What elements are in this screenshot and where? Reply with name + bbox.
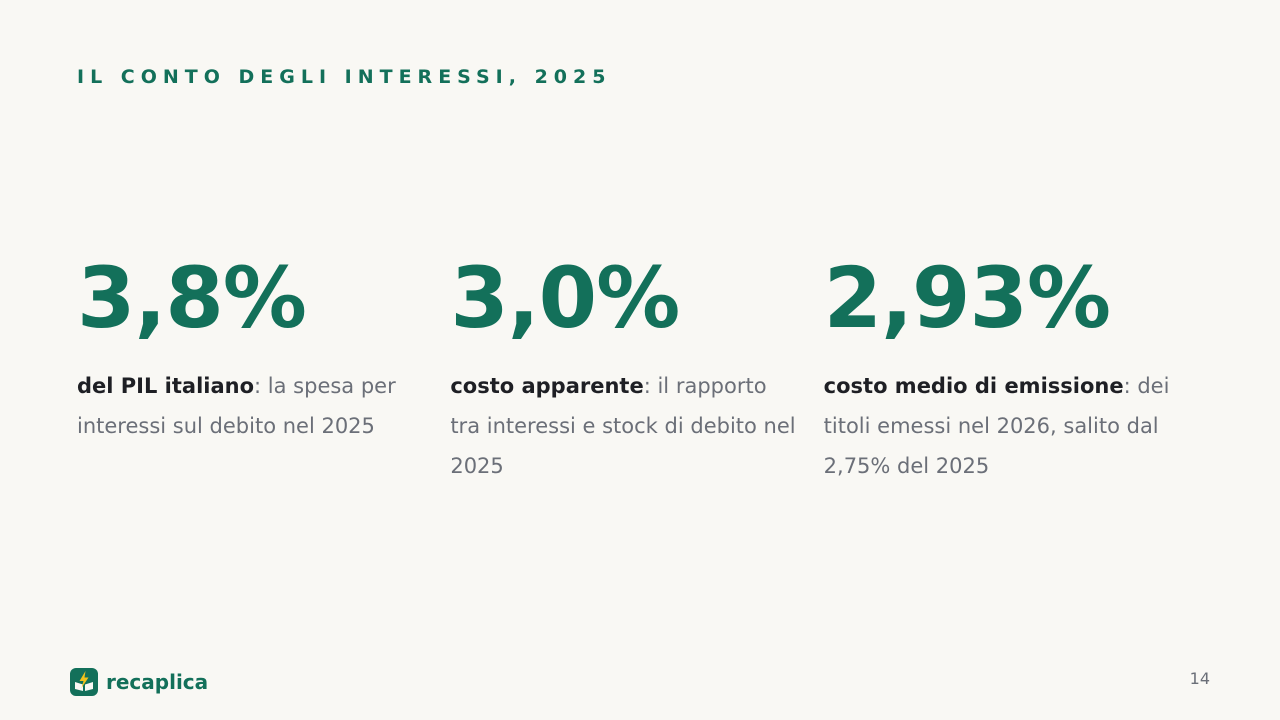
stat-value: 2,93% <box>823 249 1111 347</box>
stat-card: 3,0% costo apparente: il rapporto tra in… <box>450 248 823 486</box>
stat-description-text: : il rapporto tra interessi e stock di d… <box>450 374 796 478</box>
stat-description-text: : dei titoli emessi nel 2026, salito dal… <box>823 374 1170 478</box>
stat-value: 3,0% <box>450 249 680 347</box>
footer-brand: recaplica <box>70 668 208 696</box>
stat-card: 2,93% costo medio di emissione: dei tito… <box>824 248 1197 486</box>
stat-description-text: : la spesa per interessi sul debito nel … <box>77 374 396 438</box>
stat-card: 3,8% del PIL italiano: la spesa per inte… <box>77 248 450 486</box>
stats-row: 3,8% del PIL italiano: la spesa per inte… <box>77 248 1197 486</box>
page-number: 14 <box>1189 669 1210 688</box>
stat-description: del PIL italiano: la spesa per interessi… <box>77 366 427 446</box>
stat-description: costo apparente: il rapporto tra interes… <box>450 366 800 486</box>
brand-name: recaplica <box>106 670 209 694</box>
stat-description-strong: del PIL italiano <box>77 374 255 398</box>
slide-eyebrow-title: IL CONTO DEGLI INTERESSI, 2025 <box>77 66 612 88</box>
stat-value: 3,8% <box>77 249 307 347</box>
stat-description-strong: costo apparente <box>450 374 644 398</box>
recaplica-logo-icon <box>70 668 98 696</box>
stat-description: costo medio di emissione: dei titoli eme… <box>824 366 1174 486</box>
stat-description-strong: costo medio di emissione <box>823 374 1124 398</box>
